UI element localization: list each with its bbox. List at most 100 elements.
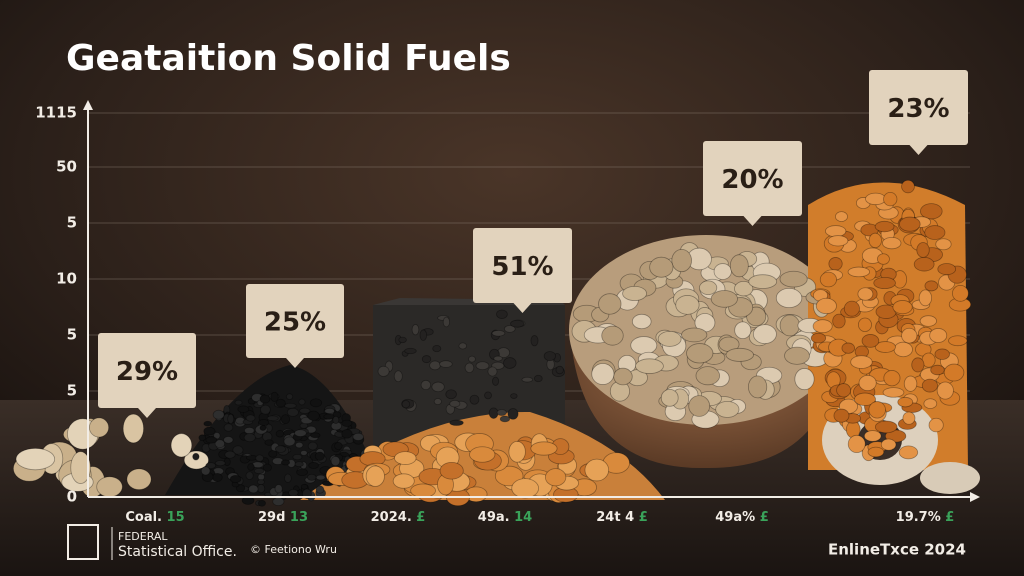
seed [779, 270, 808, 288]
coal-lump [307, 410, 320, 421]
briquette-texture [499, 415, 511, 423]
pellet [874, 341, 896, 353]
seed [713, 263, 732, 280]
pellet [935, 238, 952, 251]
seed [613, 367, 633, 386]
coal-lump [315, 485, 325, 494]
pellet [874, 220, 895, 233]
coal-lump [306, 473, 317, 481]
briquette-texture [449, 400, 461, 408]
pellet [913, 257, 935, 272]
seed [725, 347, 754, 362]
callout-label: 23% [887, 94, 949, 124]
seed [752, 324, 777, 344]
coal-lump [280, 459, 291, 466]
org-line2: Statistical Office. [118, 544, 237, 560]
pellet [530, 441, 558, 456]
briquette-texture [420, 379, 432, 391]
pellet [861, 334, 880, 348]
x-label-mark: 15 [167, 510, 185, 525]
coal-lump [260, 404, 271, 415]
x-label: 2024. £ [371, 510, 426, 525]
seed [622, 285, 647, 302]
pebble [70, 451, 91, 484]
briquette-texture [475, 361, 490, 371]
coal-lump [257, 499, 266, 507]
edition: EnlineTxce 2024 [828, 541, 966, 559]
pebble [96, 476, 123, 498]
pellet [833, 408, 850, 423]
y-axis-arrow [83, 100, 93, 110]
pellet [868, 401, 886, 419]
briquette-texture [445, 389, 457, 400]
coal-lump [286, 407, 299, 417]
briquette-texture [433, 398, 442, 405]
seed [775, 287, 803, 309]
coal-lump [259, 394, 271, 404]
seed [710, 290, 738, 308]
callout-label: 25% [264, 308, 326, 338]
briquette-texture [491, 329, 506, 337]
briquette-texture [530, 335, 539, 347]
pellet [847, 434, 866, 454]
coal-lump [288, 488, 299, 497]
briquette-texture [503, 325, 516, 333]
briquette-texture [439, 360, 453, 368]
pellet [916, 242, 930, 258]
x-label: 29d 13 [258, 510, 308, 525]
coal-lump [332, 415, 340, 425]
x-label-main: 19.7% [896, 510, 941, 525]
pellet [928, 417, 944, 433]
coal-lump [334, 441, 343, 451]
pellet [923, 398, 938, 409]
coal-lump [330, 455, 341, 467]
pellet [857, 317, 872, 332]
pellet [873, 276, 896, 290]
pellet [828, 257, 843, 271]
seed [794, 368, 815, 391]
seed [630, 336, 658, 355]
pebble [89, 417, 110, 438]
seed [681, 327, 708, 343]
coal-lump [257, 484, 266, 494]
pebble [122, 413, 145, 444]
coal-lump [262, 463, 272, 472]
x-label-mark: £ [416, 510, 425, 525]
briquette-texture [429, 360, 441, 371]
seed [734, 280, 754, 297]
y-axis-label: 5 [67, 214, 77, 232]
coal-lump [284, 473, 292, 483]
briquette-texture [398, 336, 407, 344]
seed [591, 363, 615, 385]
pellet [394, 451, 417, 465]
pellet [893, 341, 913, 358]
pellet [863, 430, 882, 442]
pellet [508, 440, 526, 463]
coal-lump [205, 462, 217, 470]
seed [631, 313, 652, 330]
x-label: 19.7% £ [896, 510, 955, 525]
coal-lump [256, 479, 265, 485]
pellet [929, 328, 948, 343]
seed [675, 295, 700, 315]
x-label-mark: £ [760, 510, 769, 525]
seed [695, 366, 721, 386]
pellet [812, 319, 833, 334]
x-label: Coal. 15 [125, 510, 184, 525]
coal-lump [232, 445, 244, 455]
coal-lump [308, 461, 319, 469]
pellet [857, 287, 874, 301]
briquette-texture [442, 316, 450, 328]
pellet [936, 381, 954, 400]
coal-lump [274, 484, 283, 494]
pellet [836, 383, 852, 398]
coal-lump [268, 450, 278, 458]
coal-lump [270, 391, 279, 402]
pellet [511, 478, 540, 499]
x-label-mark: £ [639, 510, 648, 525]
coal-lump [272, 497, 285, 507]
seed [598, 293, 622, 315]
briquette-texture [487, 366, 498, 377]
seed [688, 395, 711, 417]
coal-lump [295, 441, 304, 449]
